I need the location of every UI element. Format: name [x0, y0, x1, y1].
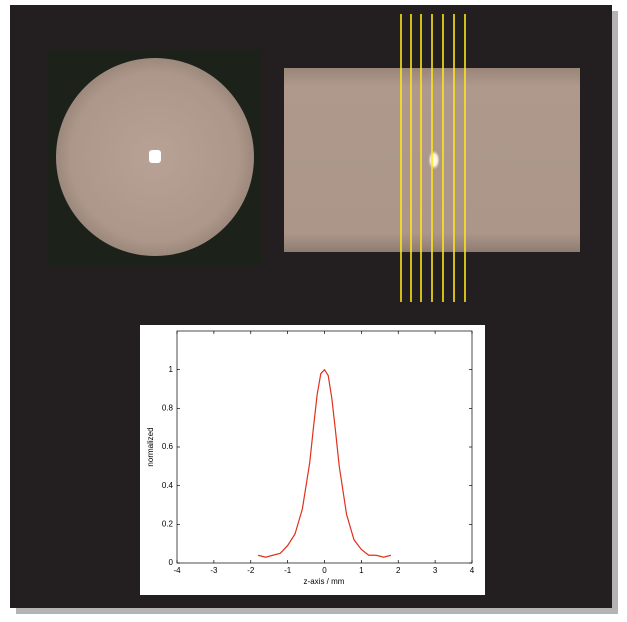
- slice-lines: [400, 14, 466, 302]
- x-tick-label: -2: [247, 566, 255, 575]
- x-tick-label: 3: [433, 566, 438, 575]
- y-tick-label: 0.8: [162, 403, 174, 412]
- x-tick-label: -4: [173, 566, 181, 575]
- x-tick-label: -1: [284, 566, 292, 575]
- data-line: [257, 368, 392, 558]
- x-tick-label: 1: [359, 566, 364, 575]
- plot-background: [140, 325, 485, 595]
- y-tick-label: 0: [169, 558, 174, 567]
- plot: z-axis / mm normalized -4 -3 -2 -1 0 1 2 3 4 0 0.2…: [146, 330, 475, 586]
- y-tick-label: 0.2: [162, 519, 174, 528]
- y-tick-label: 1: [169, 365, 174, 374]
- bead: [428, 150, 440, 170]
- y-axis-label: normalized: [146, 427, 155, 466]
- x-axis-label: z-axis / mm: [304, 577, 345, 586]
- y-tick-label: 0.6: [162, 442, 174, 451]
- y-tick-label: 0.4: [162, 481, 174, 490]
- x-tick-label: 2: [396, 566, 401, 575]
- x-tick-label: -3: [210, 566, 218, 575]
- x-tick-label: 0: [322, 566, 327, 575]
- x-tick-label: 4: [470, 566, 475, 575]
- bead: [149, 150, 161, 163]
